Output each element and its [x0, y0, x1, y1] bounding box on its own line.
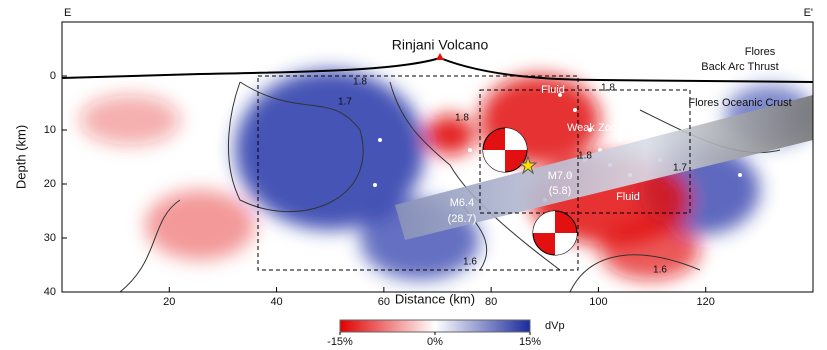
beachball: [482, 127, 528, 173]
contour-label: 1.8: [578, 151, 592, 162]
x-axis-label: Distance (km): [395, 291, 475, 306]
annotation: (28.7): [448, 213, 477, 225]
y-tick-label: 0: [50, 70, 56, 82]
colorbar-label: dVp: [545, 320, 565, 332]
box: [479, 89, 691, 214]
box: [257, 75, 579, 271]
corner-label: E: [64, 7, 71, 19]
volcano: [436, 53, 444, 60]
annotation: Fluid: [541, 84, 565, 96]
x-tick-label: 40: [270, 296, 282, 308]
annotation: Fluid: [616, 191, 640, 203]
velocity-field: [62, 56, 813, 292]
annotation: Flores Oceanic Crust: [688, 97, 791, 109]
x-tick-label: 80: [485, 296, 497, 308]
contour-label: 1.8: [353, 77, 367, 88]
x-tick-label: 100: [589, 296, 607, 308]
contour-label: 1.7: [338, 97, 352, 108]
annotation: (5.8): [549, 185, 572, 197]
colorbar-tick-label: 15%: [519, 336, 541, 348]
x-tick-label: 20: [163, 296, 175, 308]
corner-label: E': [804, 7, 813, 19]
colorbar: [339, 319, 531, 333]
x-tick-label: 120: [697, 296, 715, 308]
annotation: M6.4: [450, 197, 474, 209]
hypocenter: [518, 155, 538, 175]
annotation: M7.0: [548, 170, 572, 182]
y-axis-label: Depth (km): [13, 125, 28, 189]
annotation: Flores: [745, 46, 776, 58]
plot-frame: [61, 21, 814, 293]
y-tick-label: 20: [44, 178, 56, 190]
topography: [62, 56, 813, 83]
y-tick-label: 40: [44, 286, 56, 298]
colorbar-tick-label: -15%: [327, 336, 353, 348]
contour-label: 1.8: [455, 113, 469, 124]
contour-label: 1.8: [601, 83, 615, 94]
y-tick-label: 10: [44, 124, 56, 136]
contour-label: 1.6: [463, 257, 477, 268]
contours: [119, 81, 781, 292]
annotation: Rinjani Volcano: [392, 37, 489, 53]
x-tick-label: 60: [378, 296, 390, 308]
slab: [395, 95, 813, 240]
contour-label: 1.6: [653, 265, 667, 276]
y-tick-label: 30: [44, 232, 56, 244]
contour-label: 1.7: [673, 163, 687, 174]
annotation: Back Arc Thrust: [701, 61, 778, 73]
beachball: [532, 210, 578, 256]
annotation: Weak Zone: [567, 122, 623, 134]
colorbar-tick-label: 0%: [427, 336, 443, 348]
